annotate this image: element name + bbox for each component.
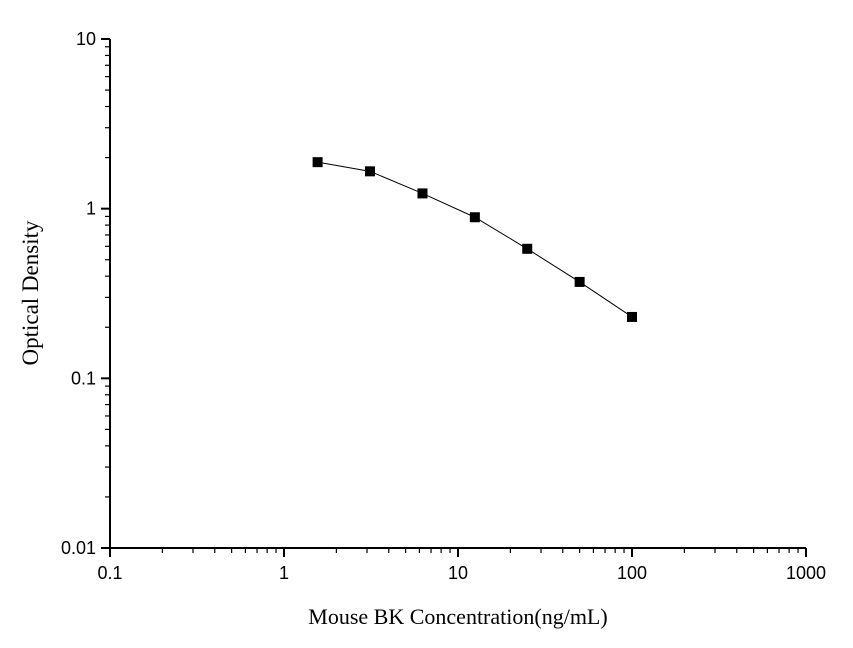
x-tick-label: 10 (448, 563, 468, 583)
data-point-marker (364, 166, 375, 177)
x-axis-title: Mouse BK Concentration(ng/mL) (308, 604, 608, 629)
data-point-marker (627, 311, 637, 322)
y-tick-label: 10 (76, 29, 96, 49)
x-tick-label: 1 (279, 563, 289, 583)
data-point-marker (469, 212, 480, 223)
y-tick-label: 0.01 (61, 538, 96, 558)
data-point-marker (574, 276, 585, 287)
y-tick-label: 0.1 (71, 368, 96, 388)
x-tick-label: 0.1 (97, 563, 122, 583)
series-line (317, 161, 633, 318)
x-tick-label: 100 (617, 563, 647, 583)
data-point-marker (522, 243, 533, 254)
data-point-marker (417, 188, 428, 199)
y-axis-title: Optical Density (18, 220, 43, 366)
data-point-marker (312, 157, 323, 168)
x-tick-label: 1000 (786, 563, 826, 583)
y-tick-label: 1 (86, 199, 96, 219)
